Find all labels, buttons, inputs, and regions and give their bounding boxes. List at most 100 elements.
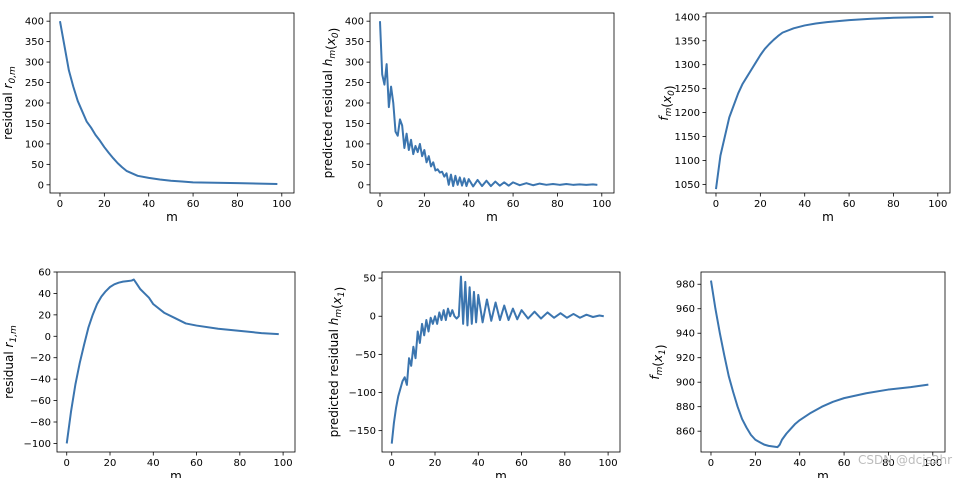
x-tick-label: 80 [233, 458, 246, 469]
y-tick-label: 20 [38, 310, 51, 321]
y-axis-label: residual r1,m [2, 325, 19, 399]
y-tick-label: 0 [370, 312, 376, 323]
x-tick-label: 60 [515, 458, 528, 469]
x-tick-label: 60 [190, 458, 203, 469]
x-tick-label: 20 [754, 199, 767, 210]
x-axis-label: m [166, 210, 178, 224]
y-tick-label: 300 [345, 58, 364, 69]
y-tick-label: −50 [355, 350, 376, 361]
x-tick-label: 80 [887, 199, 900, 210]
y-tick-label: −100 [24, 439, 51, 450]
y-tick-label: 400 [25, 17, 44, 28]
x-tick-label: 100 [599, 458, 618, 469]
y-tick-label: 860 [676, 427, 695, 438]
series-line [709, 280, 929, 449]
y-tick-label: 880 [676, 402, 695, 413]
y-tick-label: 0 [358, 180, 364, 191]
y-tick-label: 250 [25, 78, 44, 89]
x-tick-label: 80 [551, 199, 564, 210]
y-tick-label: 960 [676, 304, 695, 315]
x-tick-label: 100 [923, 458, 942, 469]
y-tick-label: 50 [363, 274, 376, 285]
axes-frame [369, 12, 615, 194]
y-tick-label: 100 [25, 139, 44, 150]
x-axis-label: m [495, 469, 507, 478]
series-line [378, 21, 598, 188]
x-tick-label: 40 [472, 458, 485, 469]
y-tick-label: 0 [45, 332, 51, 343]
y-tick-label: 1100 [675, 156, 700, 167]
y-tick-label: 250 [345, 78, 364, 89]
x-tick-label: 40 [142, 199, 155, 210]
subplot-4: 0 20 40 60 80 100 −100 −80 −60 −40 −20 0 20 40 60 m resi… [2, 268, 296, 478]
y-tick-label: 60 [38, 268, 51, 279]
x-tick-label: 20 [104, 458, 117, 469]
x-tick-label: 100 [274, 458, 293, 469]
subplot-2: 0 20 40 60 80 100 0 50 100 150 200 250 300 350 400 m pre… [321, 12, 615, 224]
x-tick-label: 60 [507, 199, 520, 210]
series-line [714, 15, 934, 190]
y-tick-label: 1250 [675, 84, 700, 95]
y-tick-label: 0 [38, 180, 44, 191]
y-axis-label: fm(x0) [657, 85, 677, 120]
y-tick-label: 50 [31, 160, 44, 171]
y-tick-label: 980 [676, 280, 695, 291]
subplot-6: 0 20 40 60 80 100 860 880 900 920 940 960 980 m fm(x1) [648, 271, 946, 478]
y-axis-label: predicted residual hm(x1) [327, 287, 347, 438]
x-tick-label: 0 [389, 458, 395, 469]
y-tick-label: 300 [25, 58, 44, 69]
series-line [390, 275, 604, 444]
x-tick-label: 0 [708, 458, 714, 469]
x-axis-label: m [817, 469, 829, 478]
x-tick-label: 100 [272, 199, 291, 210]
y-tick-label: −20 [30, 353, 51, 364]
x-tick-label: 40 [147, 458, 160, 469]
watermark: CSDN @dcjs2hr [858, 453, 953, 467]
subplot-5: 0 20 40 60 80 100 −150 −100 −50 0 50 m predicted res… [327, 271, 621, 478]
x-tick-label: 0 [57, 199, 63, 210]
x-tick-label: 100 [928, 199, 947, 210]
y-tick-label: 200 [25, 99, 44, 110]
x-tick-label: 60 [187, 199, 200, 210]
y-axis-label: predicted residual hm(x0) [321, 28, 341, 179]
subplot-1: 0 20 40 60 80 100 0 50 100 150 200 250 300 350 400 m res… [1, 12, 295, 224]
y-axis-label: fm(x1) [648, 344, 668, 379]
y-tick-label: 1350 [675, 36, 700, 47]
y-tick-label: 1150 [675, 132, 700, 143]
axes-frame [381, 271, 621, 453]
y-tick-label: 900 [676, 378, 695, 389]
x-axis-label: m [170, 469, 182, 478]
x-tick-label: 40 [798, 199, 811, 210]
y-tick-label: 50 [351, 160, 364, 171]
x-tick-label: 0 [713, 199, 719, 210]
axes-frame [49, 12, 295, 194]
x-axis-label: m [822, 210, 834, 224]
x-tick-label: 20 [418, 199, 431, 210]
y-tick-label: −150 [349, 426, 376, 437]
y-tick-label: 400 [345, 17, 364, 28]
x-tick-label: 100 [592, 199, 611, 210]
subplot-3: 0 20 40 60 80 100 1050 1100 1150 1200 1250 1300 1350… [657, 12, 951, 224]
axes-frame [56, 271, 296, 453]
y-tick-label: 200 [345, 99, 364, 110]
x-tick-label: 0 [64, 458, 70, 469]
x-tick-label: 80 [558, 458, 571, 469]
y-tick-label: 920 [676, 353, 695, 364]
series-line [65, 278, 279, 444]
y-tick-label: 350 [345, 37, 364, 48]
axes-frame [705, 12, 951, 194]
y-tick-label: 100 [345, 139, 364, 150]
y-tick-label: −60 [30, 396, 51, 407]
y-tick-label: 350 [25, 37, 44, 48]
y-tick-label: −100 [349, 388, 376, 399]
y-tick-label: 150 [345, 119, 364, 130]
x-tick-label: 60 [843, 199, 856, 210]
x-tick-label: 20 [749, 458, 762, 469]
x-tick-label: 80 [882, 458, 895, 469]
y-tick-label: 940 [676, 329, 695, 340]
y-tick-label: 1050 [675, 180, 700, 191]
y-axis-label: residual r0,m [1, 66, 18, 140]
series-line [58, 21, 278, 185]
y-tick-label: 40 [38, 289, 51, 300]
